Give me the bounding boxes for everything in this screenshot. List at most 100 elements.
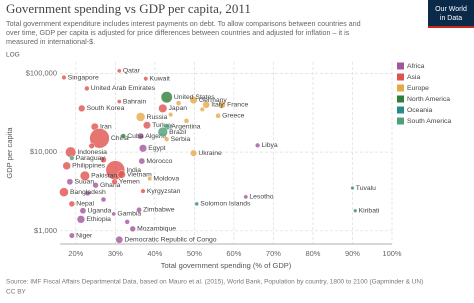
data-point [76,215,86,224]
data-point [218,101,226,109]
point-label: Gambia [117,211,141,218]
point-label: Kuwait [149,75,170,82]
point-label: Turkey [152,122,173,129]
data-point [143,121,151,130]
data-point [79,207,87,215]
data-point [350,186,355,191]
point-label: Kiribati [359,208,380,215]
legend-label: Africa [407,63,425,70]
x-tick-label: 60% [226,249,241,258]
data-point [139,144,147,153]
data-point [68,200,76,208]
point-label: Yemen [119,179,140,186]
x-tick-label: 40% [147,249,162,258]
data-point [120,133,126,139]
point-label: Russia [147,114,168,121]
point-label: Niger [76,232,93,239]
data-point [68,232,75,239]
x-axis-label: Total government spending (% of GDP) [161,261,292,270]
data-point [147,176,153,182]
data-point [194,201,199,207]
x-tick-label: 50% [187,249,202,258]
data-point [136,207,142,213]
point-label: Singapore [68,74,99,81]
legend-swatch [397,84,404,92]
point-label: China [111,135,129,142]
data-point [78,104,86,112]
data-point [164,136,170,142]
point-label: South Korea [87,105,125,112]
data-point [100,156,107,163]
data-point [89,128,110,149]
point-label: Japan [169,105,188,112]
point-label: Philippines [72,163,105,170]
point-label: Iran [100,124,112,131]
point-label: Germany [199,97,228,104]
point-label: Serbia [171,136,191,143]
point-label: Indonesia [77,149,107,156]
point-label: Greece [222,113,245,120]
point-label: Argentina [171,124,200,131]
point-label: Mozambique [137,226,176,233]
data-point [116,68,122,74]
data-point [135,112,146,122]
point-label: Paraguay [76,155,106,162]
y-tick-label: $10,000 [30,147,57,156]
data-point [157,126,168,138]
data-point [143,76,149,82]
x-tick-label: 20% [68,249,83,258]
data-point [160,91,173,104]
data-point [66,178,74,186]
data-point [168,112,174,118]
point-label: Cuba [127,133,143,140]
point-label: Pakistan [91,173,117,180]
data-point [189,96,198,105]
x-tick-label: 30% [108,249,123,258]
legend-label: Europe [407,85,429,92]
source-note: Source: IMF Fiscal Affairs Departmental … [6,279,423,286]
point-label: India [126,167,141,174]
chart-title: Government spending vs GDP per capita, 2… [6,1,251,16]
legend-swatch [397,95,404,103]
point-label: Uganda [88,208,112,215]
point-label: Bahrain [123,98,147,105]
point-label: Tuvalu [356,185,376,192]
legend-swatch [397,106,404,114]
data-point [190,149,198,157]
data-point [140,188,146,194]
y-tick-label: $1,000 [34,226,57,235]
point-label: France [227,102,248,109]
data-point [215,113,221,119]
logo-box [428,0,474,28]
point-label: Kyrgyzstan [147,188,181,195]
data-point [117,99,122,104]
point-label: Nepal [76,201,94,208]
data-point [243,194,249,200]
point-label: Morocco [146,158,172,165]
point-label: Vietnam [127,171,152,178]
x-tick-label: 90% [345,249,360,258]
legend-label: Oceania [407,107,433,114]
x-tick-label: 80% [305,249,320,258]
point-label: Moldova [153,175,179,182]
logo-text: Our World [435,6,467,13]
data-point [353,208,358,213]
data-point [255,142,261,148]
data-point [124,219,130,225]
point-label: Italy [211,102,224,109]
point-label: Zimbabwe [143,207,175,214]
data-point [158,103,168,113]
data-point [111,178,118,185]
data-point [61,74,67,80]
legend-label: North America [407,96,450,103]
data-point [117,170,126,179]
data-point [129,225,136,232]
point-label: Sudan [74,179,94,186]
point-label: Ghana [100,182,121,189]
point-label: Democratic Republic of Congo [124,237,216,244]
y-tick-label: $100,000 [26,68,57,77]
data-point [65,146,77,158]
x-tick-label: 100% [382,249,402,258]
data-point [175,100,182,106]
